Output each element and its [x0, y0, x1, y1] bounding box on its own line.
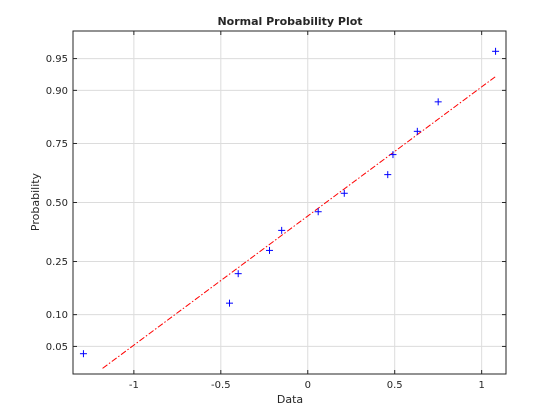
- data-point-marker: [389, 151, 397, 159]
- x-axis-label: Data: [277, 393, 303, 406]
- x-tick-label: -1: [129, 380, 139, 391]
- data-point-marker: [413, 127, 421, 135]
- data-point-marker: [384, 171, 392, 179]
- fit-line-layer: [102, 76, 496, 369]
- data-point-marker: [492, 47, 500, 55]
- x-tick-label: 0.5: [387, 380, 403, 391]
- y-tick-label: 0.50: [46, 198, 68, 209]
- x-tick-label: -0.5: [211, 380, 231, 391]
- plot-area: [72, 30, 507, 375]
- data-point-marker: [340, 189, 348, 197]
- x-tick-label: 1: [478, 380, 484, 391]
- tick-labels: -1 -0.5 0 0.5 1 0.05 0.10 0.25 0.50 0.75 0.90 0.95: [46, 31, 506, 391]
- y-tick-label: 0.05: [46, 342, 68, 353]
- y-tick-label: 0.10: [46, 310, 68, 321]
- data-point-marker: [434, 98, 442, 106]
- data-point-marker: [278, 226, 286, 234]
- fit-line: [102, 76, 496, 369]
- data-point-marker: [234, 270, 242, 278]
- data-point-marker: [266, 246, 274, 254]
- data-points: [79, 47, 500, 358]
- y-tick-label: 0.90: [46, 86, 68, 97]
- x-tick-label: 0: [305, 380, 311, 391]
- y-tick-label: 0.95: [46, 54, 68, 65]
- grid: [73, 31, 506, 374]
- y-tick-label: 0.25: [46, 257, 68, 268]
- y-axis-label: Probability: [29, 172, 42, 231]
- data-point-marker: [314, 208, 322, 216]
- y-tick-label: 0.75: [46, 139, 68, 150]
- data-point-marker: [79, 350, 87, 358]
- chart-title: Normal Probability Plot: [217, 15, 362, 28]
- data-point-marker: [226, 299, 234, 307]
